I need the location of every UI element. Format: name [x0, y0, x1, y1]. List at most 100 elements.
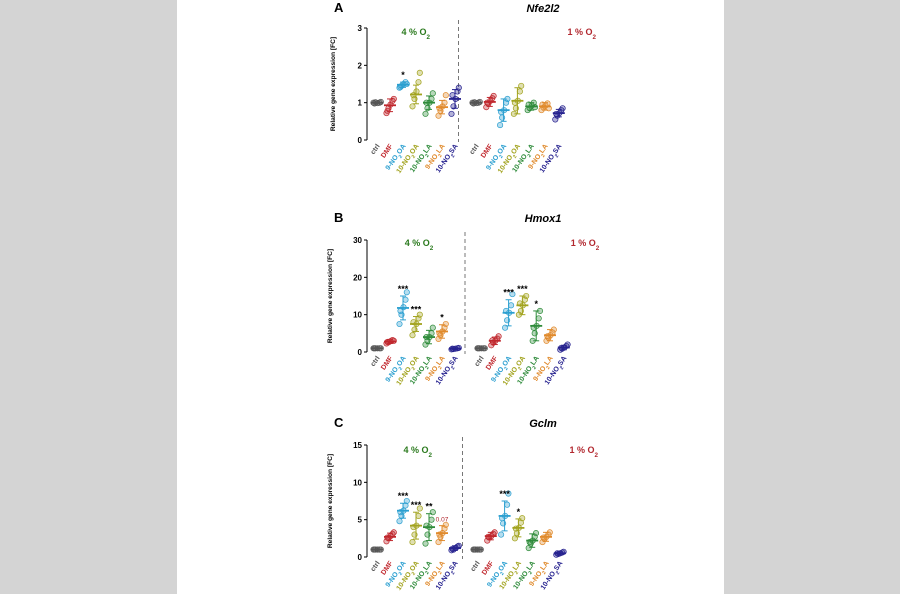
- significance-marker: ***: [411, 305, 422, 315]
- condition-label-4pct: 4 % O2: [403, 445, 432, 459]
- group-10-no2la: *10-NO2LA: [516, 299, 544, 386]
- data-point: [416, 311, 423, 318]
- x-category-label: ctrl: [469, 143, 481, 156]
- p-value-label: 0.07: [436, 517, 449, 524]
- group-ctrl: ctrl: [370, 345, 384, 368]
- group-ctrl: ctrl: [470, 546, 484, 573]
- significance-marker: ***: [499, 489, 510, 499]
- data-point: [409, 332, 416, 339]
- data-point: [390, 529, 397, 536]
- significance-marker: ***: [517, 284, 528, 294]
- data-point: [416, 69, 423, 76]
- data-point: [429, 90, 436, 97]
- chart-title: Hmox1: [525, 213, 562, 225]
- significance-marker: ***: [411, 500, 422, 510]
- significance-marker: **: [425, 502, 433, 512]
- data-point: [564, 341, 571, 348]
- y-tick-label: 2: [358, 61, 363, 70]
- significance-marker: ***: [398, 284, 409, 294]
- group-9-no2oa: 9-NO2OA: [485, 95, 511, 172]
- significance-marker: ***: [398, 491, 409, 501]
- data-point: [497, 122, 504, 129]
- group-9-no2la: 0.079-NO2LA: [424, 517, 449, 588]
- data-point: [397, 307, 404, 314]
- group-dmf: DMF: [380, 529, 397, 577]
- x-category-label: ctrl: [470, 560, 482, 573]
- data-point: [409, 539, 416, 546]
- data-point: [396, 320, 403, 328]
- data-point: [422, 540, 429, 547]
- data-point: [505, 490, 512, 497]
- y-axis-label: Relative gene expression [FC]: [327, 249, 334, 343]
- data-point: [442, 320, 449, 328]
- panel-letter: C: [334, 415, 344, 430]
- group-9-no2oa: ***9-NO2OA: [486, 489, 512, 589]
- data-point: [416, 505, 423, 512]
- condition-label-1pct: 1 % O2: [569, 445, 598, 459]
- chart-b: B Hmox1 Relative gene expression [FC] 0 10 20…: [327, 210, 600, 387]
- panel-letter: A: [334, 0, 344, 15]
- data-point: [455, 84, 462, 91]
- data-point: [518, 82, 525, 89]
- data-point: [498, 531, 505, 538]
- data-point: [449, 92, 456, 99]
- y-tick-label: 15: [353, 441, 362, 450]
- significance-marker: *: [517, 507, 521, 517]
- data-point: [396, 518, 403, 525]
- x-category-label: ctrl: [474, 355, 486, 368]
- data-point: [403, 497, 410, 505]
- data-point: [495, 333, 502, 340]
- data-point: [442, 92, 449, 99]
- data-point: [442, 521, 449, 528]
- y-tick-label: 0: [358, 553, 363, 562]
- significance-marker: ***: [503, 288, 514, 298]
- y-tick-label: 10: [353, 311, 362, 320]
- y-tick-label: 1: [358, 99, 363, 108]
- y-tick-label: 5: [358, 516, 363, 525]
- group-dmf: DMF: [481, 529, 498, 577]
- y-axis-label: Relative gene expression [FC]: [327, 454, 334, 548]
- data-point: [509, 291, 516, 298]
- data-point: [504, 501, 511, 508]
- figure-panel: A Nfe2l2 Relative gene expression [FC] 0 1 2 3…: [177, 0, 724, 594]
- data-point: [428, 95, 435, 102]
- group-ctrl: ctrl: [370, 98, 384, 156]
- chart-c: C Gclm Relative gene expression [FC] 0 5 10 15…: [327, 415, 599, 592]
- data-point: [415, 79, 422, 86]
- data-point: [448, 110, 455, 117]
- condition-label-1pct: 1 % O2: [571, 238, 600, 252]
- figure-svg: A Nfe2l2 Relative gene expression [FC] 0 1 2 3…: [327, 0, 600, 592]
- data-point: [415, 512, 422, 519]
- y-tick-label: 0: [358, 136, 363, 145]
- data-point: [428, 516, 435, 523]
- x-category-label: ctrl: [370, 355, 382, 368]
- data-point: [502, 324, 509, 331]
- data-point: [384, 107, 391, 114]
- y-tick-label: 30: [353, 236, 362, 245]
- condition-label-1pct: 1 % O2: [567, 27, 596, 41]
- significance-marker: *: [440, 313, 444, 323]
- significance-marker: *: [534, 299, 538, 309]
- condition-label-4pct: 4 % O2: [405, 238, 434, 252]
- chart-a: A Nfe2l2 Relative gene expression [FC] 0 1 2 3…: [330, 0, 597, 175]
- y-tick-label: 3: [358, 24, 363, 33]
- group-dmf: DMF: [380, 95, 397, 160]
- x-category-label: ctrl: [370, 560, 382, 573]
- data-point: [559, 105, 566, 112]
- data-point: [403, 289, 410, 296]
- data-point: [429, 324, 436, 331]
- significance-marker: *: [401, 70, 405, 80]
- data-point: [539, 539, 546, 546]
- data-point: [422, 110, 429, 117]
- y-tick-label: 10: [353, 478, 362, 487]
- condition-label-4pct: 4 % O2: [401, 27, 430, 41]
- data-point: [428, 330, 435, 337]
- data-point: [409, 103, 416, 110]
- data-point: [483, 104, 490, 111]
- data-point: [508, 302, 515, 309]
- y-axis-label: Relative gene expression [FC]: [330, 37, 337, 131]
- data-point: [535, 315, 542, 322]
- data-point: [402, 296, 409, 303]
- group-9-no2oa: ***9-NO2OA: [385, 491, 410, 589]
- group-ctrl: ctrl: [474, 345, 488, 368]
